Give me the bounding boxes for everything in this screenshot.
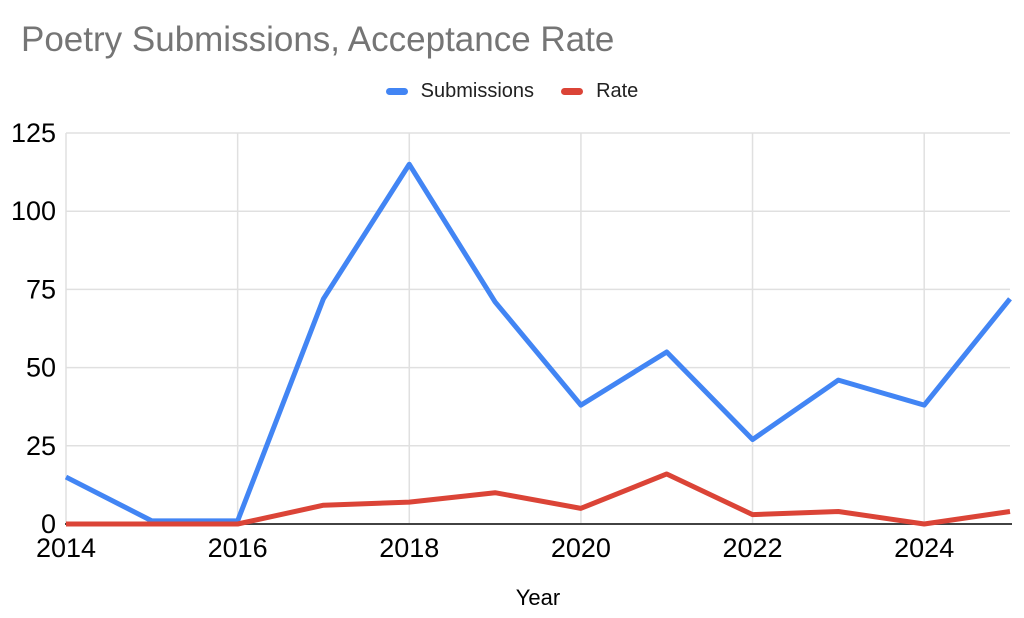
legend-swatch-submissions xyxy=(385,87,408,95)
x-tick-label: 2018 xyxy=(379,533,439,563)
x-tick-label: 2014 xyxy=(36,533,96,563)
x-tick-label: 2016 xyxy=(208,533,268,563)
chart-title: Poetry Submissions, Acceptance Rate xyxy=(21,20,615,59)
y-tick-label: 25 xyxy=(26,431,56,461)
x-tick-label: 2020 xyxy=(551,533,611,563)
chart-legend: Submissions Rate xyxy=(0,78,1024,104)
legend-label-rate: Rate xyxy=(596,79,639,102)
series-line-rate[interactable] xyxy=(66,471,1011,527)
x-tick-label: 2024 xyxy=(894,533,954,563)
legend-item-rate[interactable]: Rate xyxy=(561,80,638,103)
y-tick-label: 100 xyxy=(11,196,56,226)
y-tick-label: 75 xyxy=(26,274,56,304)
legend-swatch-rate xyxy=(561,87,584,95)
series-line-submissions[interactable] xyxy=(64,161,1012,524)
legend-item-submissions[interactable]: Submissions xyxy=(385,79,535,103)
x-axis-title: Year xyxy=(515,585,561,610)
legend-label-submissions: Submissions xyxy=(420,79,535,102)
y-tick-label: 125 xyxy=(11,118,56,148)
y-tick-label: 50 xyxy=(26,353,56,383)
x-tick-label: 2022 xyxy=(723,533,783,563)
y-tick-label: 0 xyxy=(41,509,56,539)
